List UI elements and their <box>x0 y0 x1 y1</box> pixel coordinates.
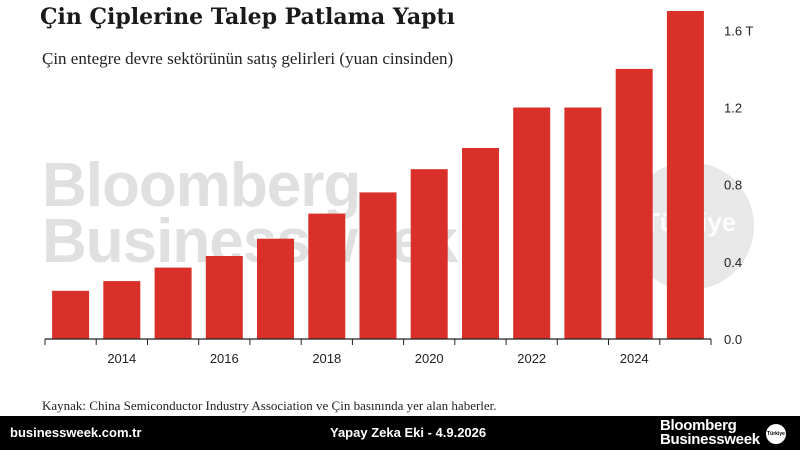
bar-2018 <box>308 213 346 339</box>
watermark-line-1: Bloomberg <box>42 151 361 220</box>
bar-chart: 2014 2016 2018 2020 2022 2024 0.0 0.4 0.8 1.2 1.6 … <box>44 11 753 366</box>
y-tick-label: 1.2 <box>724 101 742 116</box>
chart-subtitle: Çin entegre devre sektörünün satış gelir… <box>42 49 454 68</box>
bar-2025 <box>666 11 704 339</box>
x-tick-label: 2014 <box>107 351 136 366</box>
y-tick-label: 0.8 <box>724 178 742 193</box>
x-tick-label: 2018 <box>312 351 341 366</box>
y-tick-label: 1.6 T <box>724 23 753 38</box>
bar-2013 <box>52 290 90 339</box>
footer-badge: Türkiye <box>766 424 786 444</box>
bar-2021 <box>462 148 499 339</box>
bar-2023 <box>564 107 602 339</box>
x-tick-label: 2024 <box>620 351 649 366</box>
footer-site-link[interactable]: businessweek.com.tr <box>10 425 142 440</box>
chart-title: Çin Çiplerine Talep Patlama Yaptı <box>40 4 455 30</box>
footer-bar: businessweek.com.tr Yapay Zeka Eki - 4.9… <box>0 416 800 450</box>
y-tick-label: 0.4 <box>724 255 742 270</box>
bar-2017 <box>257 238 294 339</box>
bar-2014 <box>103 281 141 339</box>
x-tick-label: 2022 <box>517 351 546 366</box>
bar-2016 <box>205 256 243 339</box>
y-tick-label: 0.0 <box>724 332 742 347</box>
bar-2015 <box>154 267 192 339</box>
bar-2022 <box>513 107 551 339</box>
footer-logo-line-2: Businessweek <box>660 431 760 448</box>
bar-2020 <box>410 169 448 339</box>
bar-2024 <box>615 68 653 340</box>
footer-logo: Bloomberg Businessweek <box>660 417 760 448</box>
bar-2019 <box>359 192 397 339</box>
x-tick-label: 2016 <box>210 351 239 366</box>
footer-issue-note: Yapay Zeka Eki - 4.9.2026 <box>330 425 487 440</box>
x-tick-label: 2020 <box>415 351 444 366</box>
source-note: Kaynak: China Semiconductor Industry Ass… <box>42 398 497 413</box>
footer-logo-line-1: Bloomberg <box>660 417 737 434</box>
